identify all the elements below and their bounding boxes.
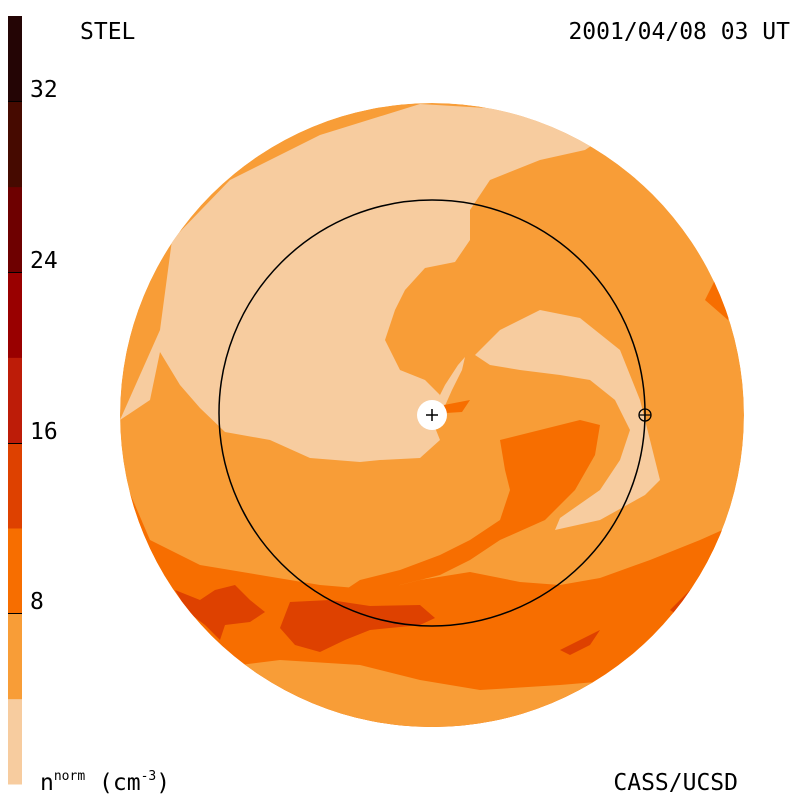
- density-region-light-filament: [435, 357, 465, 408]
- colorbar-tick-mark: [8, 613, 22, 614]
- density-region-light-arc: [475, 310, 660, 530]
- colorbar-tick-mark: [8, 101, 22, 102]
- colorbar-segment: [8, 613, 22, 700]
- colorbar-tick-label: 8: [30, 589, 44, 615]
- density-region-light: [120, 104, 600, 462]
- colorbar-tick-mark: [8, 272, 22, 273]
- colorbar-tick-label: 24: [30, 248, 58, 274]
- colorbar-segment: [8, 698, 22, 785]
- density-region-darker-right: [560, 630, 600, 655]
- colorbar-unit-label: nnorm (cm-3): [40, 770, 170, 795]
- unit-superscript: norm: [53, 769, 86, 784]
- earth-marker: [638, 408, 652, 422]
- source-label: STEL: [80, 19, 136, 45]
- unit-paren-open: (cm: [85, 770, 141, 796]
- unit-paren-close: ): [156, 770, 171, 796]
- density-region-darker-left: [175, 585, 265, 640]
- datetime-label: 2001/04/08 03 UT: [568, 19, 790, 45]
- colorbar-segment: [8, 101, 22, 188]
- credit-label: CASS/UCSD: [613, 770, 738, 796]
- colorbar-segment: [8, 528, 22, 614]
- colorbar-segment: [8, 186, 22, 273]
- colorbar-tick-label: 32: [30, 77, 58, 103]
- density-region-dark-spiral: [330, 420, 600, 610]
- sun-marker: [417, 400, 447, 430]
- colorbar-tick-mark: [8, 443, 22, 444]
- colorbar-segment: [8, 442, 22, 529]
- colorbar-tick-label: 16: [30, 419, 58, 445]
- density-region-darker-center: [280, 600, 435, 652]
- colorbar-segment: [8, 16, 22, 102]
- unit-exponent: -3: [140, 769, 157, 784]
- colorbar-segment: [8, 272, 22, 358]
- density-region-dark-spot: [444, 400, 470, 413]
- unit-base: n: [40, 770, 54, 796]
- colorbar-segment: [8, 357, 22, 444]
